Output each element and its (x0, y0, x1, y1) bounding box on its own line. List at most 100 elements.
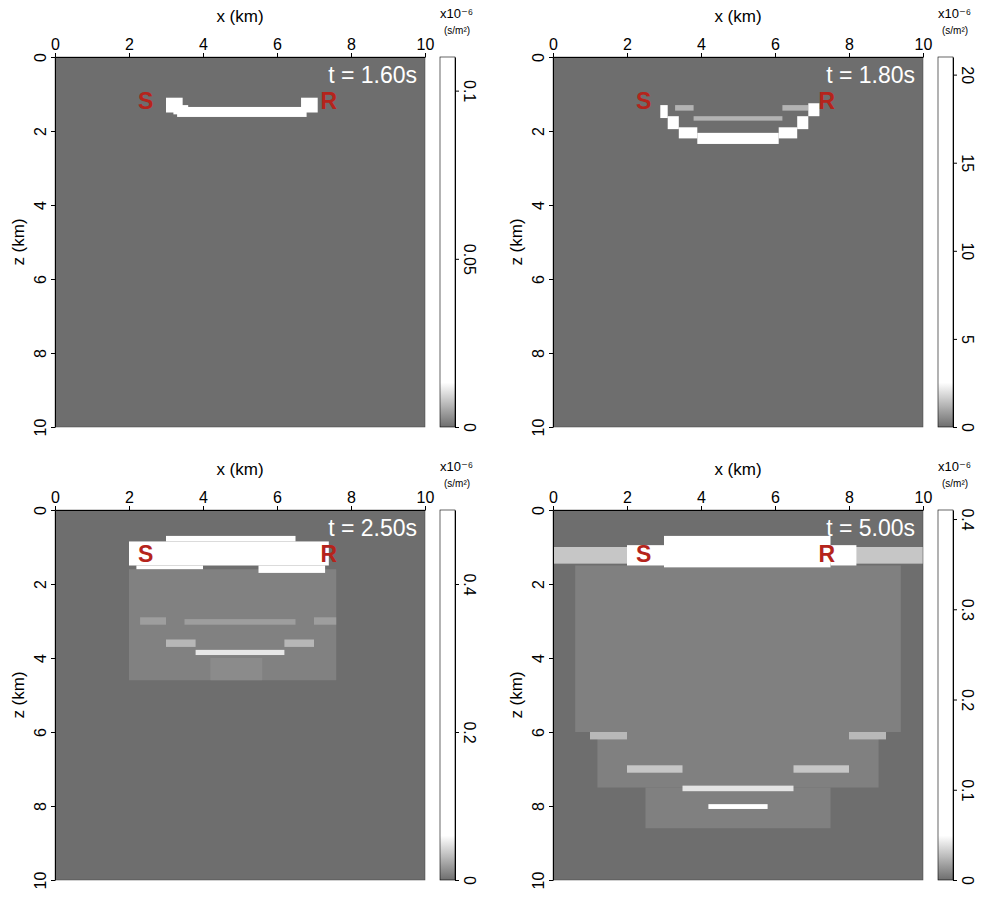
y-axis-tick: 10 (32, 872, 55, 890)
y-axis-tick: 8 (530, 802, 553, 811)
x-axis-tick-label: 10 (915, 489, 933, 506)
y-axis-tick-label: 0 (32, 506, 49, 515)
x-axis-tick-mark (425, 53, 426, 57)
colorbar (440, 57, 455, 427)
heatmap-cell (797, 116, 808, 129)
x-axis-title: x (km) (714, 460, 761, 479)
x-axis-tick-label: 6 (273, 36, 282, 53)
x-axis-tick-label: 8 (347, 489, 356, 506)
x-axis-tick-mark (203, 53, 204, 57)
colorbar-axis-tick: 10 (953, 242, 976, 260)
heatmap-cell (683, 786, 794, 792)
plot-frame (553, 57, 923, 427)
x-axis-tick: 2 (623, 489, 632, 510)
x-axis-line (554, 510, 924, 511)
figure: 02468100246810x (km)z (km)t = 1.60sSR00.… (0, 0, 993, 898)
plot-area (55, 57, 425, 427)
heatmap-cell (646, 788, 831, 829)
y-axis-tick: 6 (32, 728, 55, 737)
y-axis-tick-label: 8 (530, 349, 547, 358)
y-axis-tick-label: 10 (32, 872, 49, 890)
x-axis: 0 2 4 6 8 10 (51, 489, 434, 511)
y-axis-tick-mark (549, 279, 553, 280)
y-axis-line (55, 511, 56, 881)
colorbar-axis-line (455, 58, 456, 428)
y-axis-tick: 10 (530, 419, 553, 437)
colorbar (440, 510, 455, 880)
heatmap-cell (575, 566, 901, 733)
x-axis-tick: 4 (199, 489, 208, 510)
colorbar-axis: 00.10.20.30.4 (953, 508, 976, 885)
x-axis: 0246810 (549, 36, 932, 58)
x-axis-tick-mark (849, 53, 850, 57)
x-axis-tick-mark (775, 506, 776, 510)
colorbar-axis-tick: 20 (953, 66, 976, 84)
x-axis-tick-label: 0 (51, 489, 60, 506)
heatmap-cell (664, 536, 831, 567)
y-axis-tick: 8 (32, 802, 55, 811)
y-axis-tick-label: 2 (530, 127, 547, 136)
x-axis-tick: 0 (51, 36, 60, 57)
heatmap-cell (697, 133, 778, 144)
x-axis-tick-label: 0 (549, 36, 558, 53)
x-axis-tick-label: 4 (697, 36, 706, 53)
x-axis-line (554, 57, 924, 58)
y-axis-tick: 6 (32, 275, 55, 284)
y-axis-tick-mark (549, 510, 553, 511)
x-axis-tick-label: 4 (697, 489, 706, 506)
x-axis-tick-mark (923, 506, 924, 510)
y-axis-title: z (km) (9, 218, 28, 265)
colorbar-axis: 00.20.4 (455, 511, 478, 886)
heatmap-cell (590, 732, 627, 739)
y-axis-tick: 8 (32, 349, 55, 358)
heatmap-cell (129, 541, 329, 565)
x-axis-tick: 10 (417, 36, 435, 57)
y-axis-tick-mark (51, 806, 55, 807)
heatmap-cell (668, 116, 679, 129)
x-axis-tick-label: 10 (417, 489, 435, 506)
x-axis-tick-label: 6 (771, 489, 780, 506)
y-axis-tick-mark (51, 584, 55, 585)
y-axis-tick: 2 (530, 127, 553, 136)
colorbar-axis-tick: 5 (953, 335, 976, 344)
y-axis-tick-mark (549, 205, 553, 206)
x-axis-tick-mark (351, 53, 352, 57)
plot-background (55, 510, 425, 880)
x-axis-tick-mark (129, 506, 130, 510)
colorbar-axis-tick-mark (953, 427, 957, 428)
x-axis-tick-label: 2 (125, 489, 134, 506)
colorbar-axis-tick: 0.05 (455, 244, 478, 275)
heatmap-cell (849, 732, 886, 739)
heatmap-cell (140, 617, 166, 624)
y-axis-tick-label: 8 (530, 802, 547, 811)
y-axis-title: z (km) (507, 671, 526, 718)
x-axis-tick-mark (553, 506, 554, 510)
colorbar-unit: (s/m²) (444, 25, 470, 36)
y-axis-tick-label: 2 (32, 580, 49, 589)
x-axis-tick-label: 4 (199, 489, 208, 506)
heatmap-cell (708, 804, 767, 809)
colorbar-unit: (s/m²) (444, 478, 470, 489)
colorbar-unit: (s/m²) (942, 25, 968, 36)
heatmap-cell (675, 105, 694, 111)
plot-frame (55, 510, 425, 880)
y-axis-line (553, 511, 554, 881)
x-axis-tick: 4 (697, 489, 706, 510)
y-axis: 0246810 (32, 506, 56, 889)
y-axis-tick-label: 6 (32, 728, 49, 737)
x-axis-tick-label: 8 (845, 36, 854, 53)
y-axis-tick-mark (549, 732, 553, 733)
x-axis-tick: 6 (273, 489, 282, 510)
y-axis-tick-mark (51, 57, 55, 58)
colorbar-axis-tick-mark (953, 75, 957, 76)
y-axis-tick-label: 8 (32, 349, 49, 358)
x-axis-tick: 10 (915, 36, 933, 57)
colorbar-axis-tick: 0.2 (953, 689, 976, 711)
x-axis-tick-mark (277, 53, 278, 57)
colorbar-axis-tick: 0.2 (455, 721, 478, 743)
x-axis-tick: 10 (417, 489, 435, 510)
panel: 02468100246810x (km)z (km)t = 2.50sSR00.… (9, 459, 478, 889)
y-axis-tick-mark (51, 880, 55, 881)
x-axis-tick-label: 6 (273, 489, 282, 506)
y-axis-tick-label: 10 (530, 419, 547, 437)
